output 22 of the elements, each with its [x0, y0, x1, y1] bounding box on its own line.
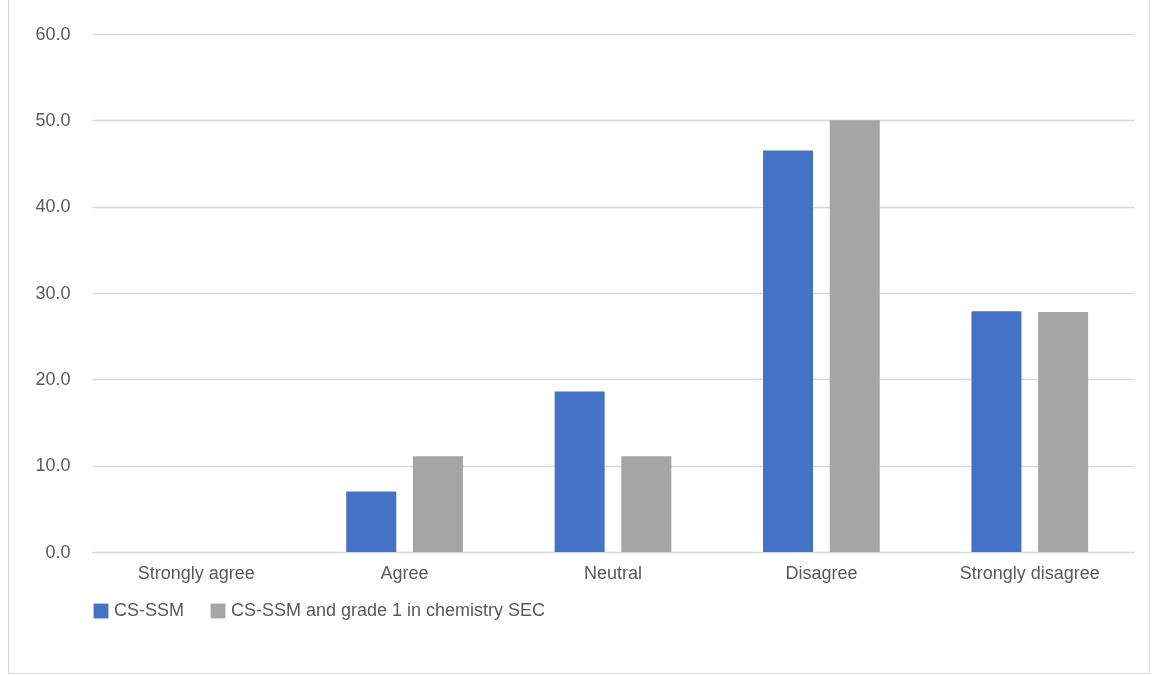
- y-tick-label: 10.0: [35, 455, 71, 476]
- y-tick-label: 20.0: [35, 368, 71, 389]
- bar: [554, 391, 605, 552]
- bar: [412, 456, 463, 552]
- legend-label: CS-SSM and grade 1 in chemistry SEC: [231, 600, 546, 620]
- x-tick-label: Strongly agree: [137, 562, 255, 583]
- x-tick-label: Disagree: [785, 562, 858, 583]
- x-tick-label: Neutral: [583, 562, 643, 583]
- y-tick-label: 40.0: [35, 196, 71, 217]
- legend-label: CS-SSM: [114, 600, 185, 620]
- bar: [1038, 311, 1089, 552]
- y-tick-label: 30.0: [35, 282, 71, 303]
- bar: [971, 311, 1022, 552]
- bar: [621, 456, 672, 552]
- bar: [829, 120, 880, 552]
- x-tick-label: Agree: [380, 562, 429, 583]
- y-tick-label: 60.0: [35, 23, 71, 44]
- y-tick-label: 50.0: [35, 109, 71, 130]
- y-tick-label: 0.0: [45, 541, 71, 562]
- x-tick-label: Strongly disagree: [959, 562, 1100, 583]
- bar: [763, 150, 814, 552]
- bar: [346, 491, 397, 552]
